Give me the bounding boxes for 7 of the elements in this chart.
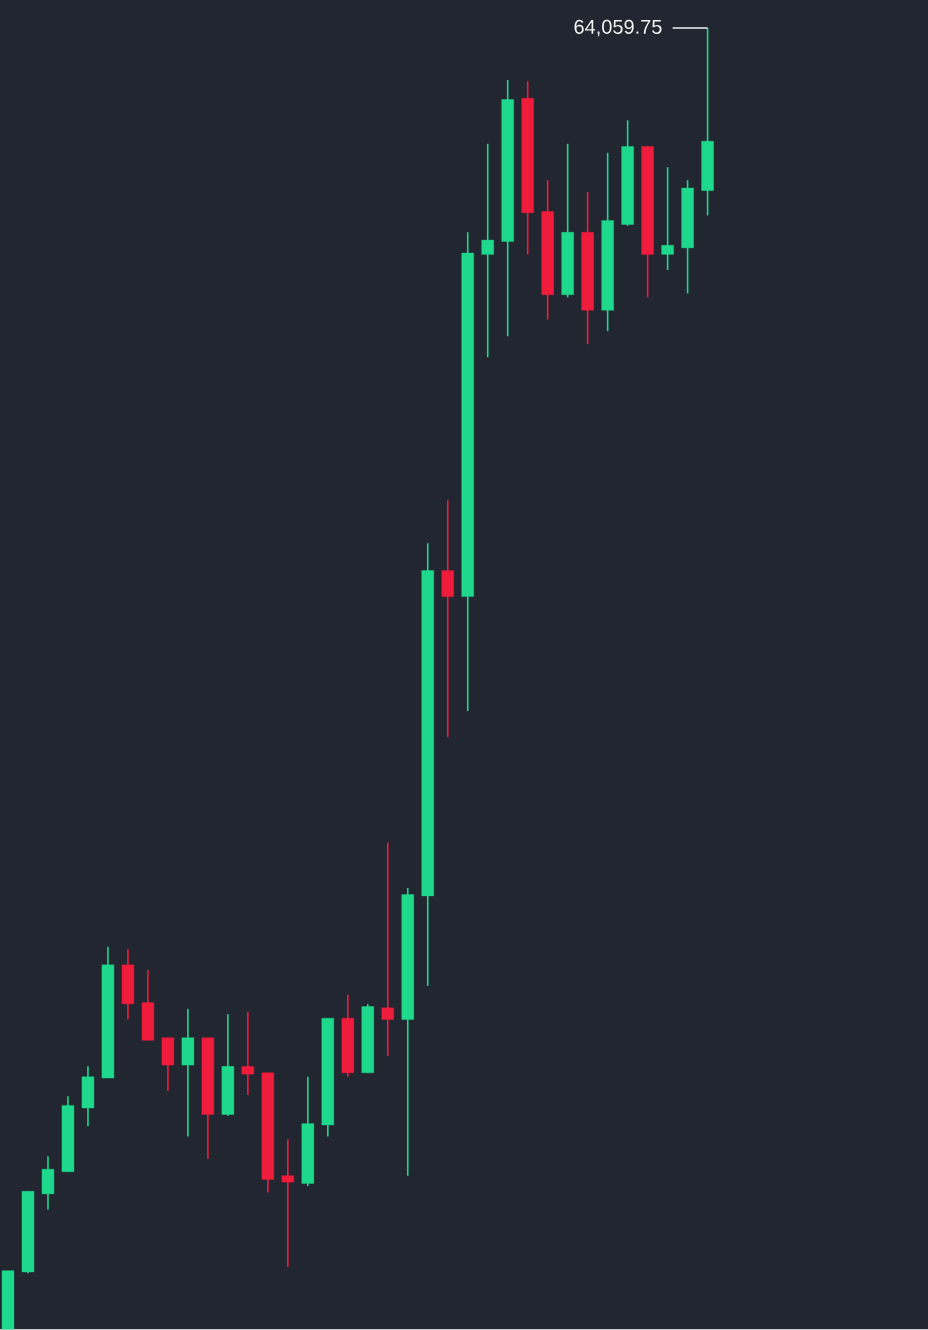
candlestick bbox=[241, 1010, 254, 1096]
candlestick bbox=[281, 1138, 294, 1268]
annotation: 64,059.75 bbox=[574, 19, 662, 37]
candlestick bbox=[381, 841, 394, 1057]
candlestick bbox=[441, 499, 454, 738]
candlestick bbox=[481, 142, 494, 358]
candlestick bbox=[661, 166, 674, 271]
